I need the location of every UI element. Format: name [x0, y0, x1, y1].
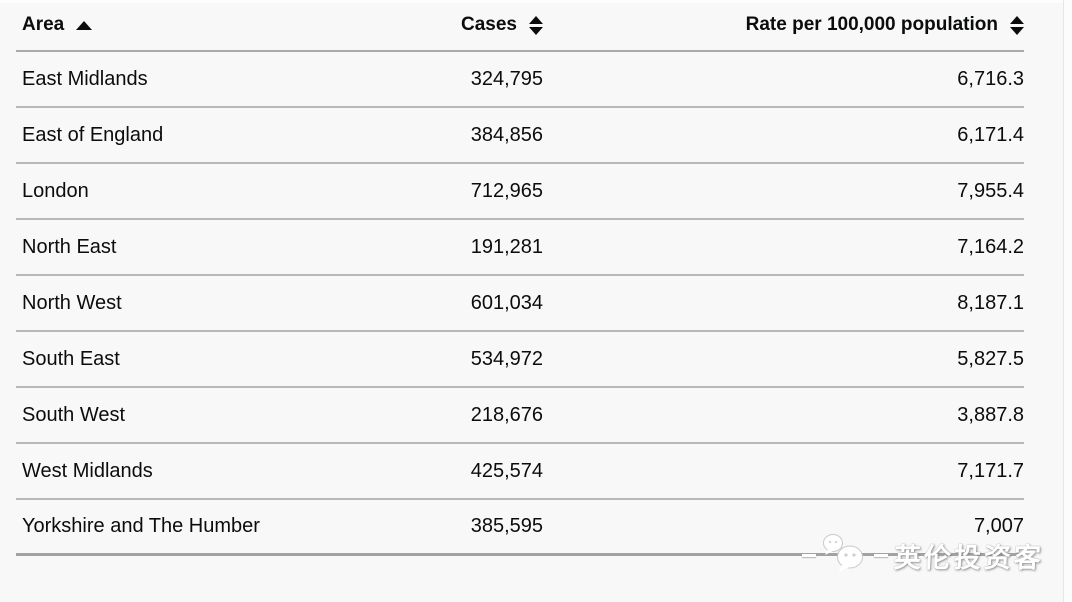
area-cell: North West [22, 291, 122, 314]
cases-cell: 385,595 [470, 515, 543, 537]
sort-both-directions-icon [1010, 15, 1024, 35]
area-cell: South West [22, 403, 126, 426]
cases-cell: 324,795 [470, 67, 543, 90]
table-row: North West 601,034 8,187.1 [16, 276, 1024, 332]
cases-cell: 384,856 [470, 123, 543, 146]
cases-cell: 534,972 [470, 347, 543, 370]
cases-cell: 191,281 [470, 235, 543, 258]
rate-cell: 8,187.1 [957, 291, 1024, 314]
rate-cell: 7,171.7 [957, 459, 1024, 482]
column-header-area-label: Area [22, 14, 65, 35]
page-right-gutter [1063, 0, 1072, 602]
table-row: East Midlands 324,795 6,716.3 [16, 52, 1024, 108]
top-edge-strip [0, 0, 1072, 3]
table-row: South West 218,676 3,887.8 [16, 388, 1024, 444]
column-header-cases-label: Cases [461, 14, 517, 35]
table-row: London 712,965 7,955.4 [16, 164, 1024, 220]
area-cell: South East [22, 347, 120, 370]
area-cell: North East [22, 235, 117, 258]
sort-ascending-icon [76, 20, 93, 30]
table-header-row: Area Cases Rate per 100,000 population [16, 0, 1024, 52]
rate-cell: 7,007 [973, 515, 1024, 537]
cases-cell: 425,574 [470, 459, 543, 482]
sort-both-directions-icon [529, 15, 543, 35]
rate-cell: 6,716.3 [957, 67, 1024, 90]
rate-cell: 7,164.2 [957, 235, 1024, 258]
rate-cell: 7,955.4 [957, 179, 1024, 202]
column-header-rate-label: Rate per 100,000 population [745, 14, 998, 35]
column-header-rate[interactable]: Rate per 100,000 population [543, 14, 1024, 36]
column-header-cases[interactable]: Cases [303, 14, 543, 36]
table-row: East of England 384,856 6,171.4 [16, 108, 1024, 164]
area-cell: East of England [22, 123, 164, 146]
area-cell: West Midlands [22, 459, 153, 482]
table-row: Yorkshire and The Humber 385,595 7,007 [16, 500, 1024, 556]
table-row: West Midlands 425,574 7,171.7 [16, 444, 1024, 500]
rate-cell: 5,827.5 [957, 347, 1024, 370]
column-header-area[interactable]: Area [16, 14, 303, 36]
table-row: North East 191,281 7,164.2 [16, 220, 1024, 276]
cases-cell: 601,034 [470, 291, 543, 314]
area-cell: London [22, 179, 89, 202]
cases-by-area-table: Area Cases Rate per 100,000 population E… [16, 0, 1024, 556]
table-row: South East 534,972 5,827.5 [16, 332, 1024, 388]
area-cell: East Midlands [22, 67, 148, 90]
cases-cell: 218,676 [470, 403, 543, 426]
rate-cell: 3,887.8 [957, 403, 1024, 426]
rate-cell: 6,171.4 [957, 123, 1024, 146]
area-cell: Yorkshire and The Humber [22, 515, 260, 537]
cases-cell: 712,965 [470, 179, 543, 202]
